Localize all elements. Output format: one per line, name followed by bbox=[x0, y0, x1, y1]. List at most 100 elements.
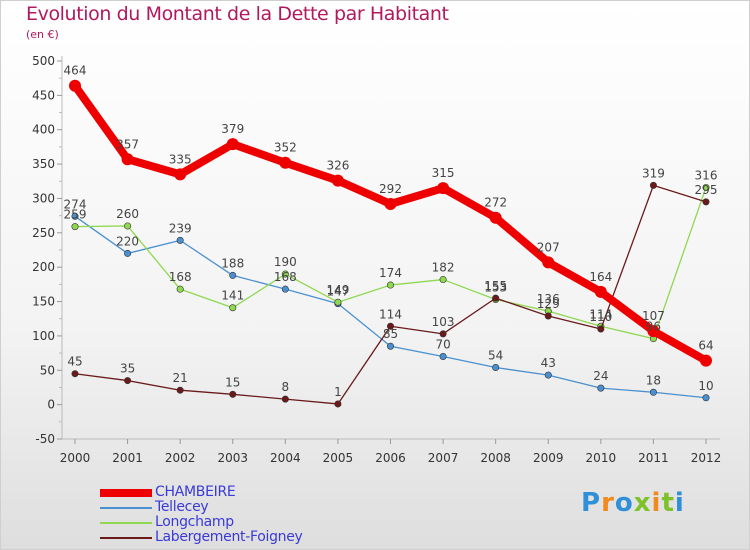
data-point bbox=[229, 304, 237, 312]
data-point bbox=[544, 371, 552, 379]
series-layer bbox=[69, 79, 712, 408]
legend-label: Labergement-Foigney bbox=[155, 529, 303, 545]
data-point bbox=[649, 388, 657, 396]
data-label: 147 bbox=[326, 285, 349, 299]
legend-label: Longchamp bbox=[155, 514, 234, 530]
data-label: 272 bbox=[484, 196, 507, 210]
data-point bbox=[594, 285, 607, 298]
y-tick-label: 300 bbox=[32, 191, 55, 205]
x-tick-label: 2009 bbox=[533, 451, 564, 465]
data-point bbox=[439, 330, 447, 338]
data-point bbox=[279, 156, 292, 169]
data-point bbox=[176, 285, 184, 293]
data-label: 260 bbox=[116, 207, 139, 221]
y-tick-label: 50 bbox=[40, 363, 55, 377]
data-point bbox=[69, 79, 81, 92]
data-label: 107 bbox=[642, 309, 665, 323]
data-label: 188 bbox=[221, 256, 244, 270]
logo-letter: r bbox=[601, 488, 615, 518]
x-tick-label: 2001 bbox=[112, 451, 143, 465]
data-label: 315 bbox=[432, 166, 455, 180]
data-label: 70 bbox=[435, 338, 450, 352]
data-label: 464 bbox=[64, 64, 87, 78]
y-tick-label: 0 bbox=[47, 398, 55, 412]
x-tick-label: 2010 bbox=[586, 451, 617, 465]
data-label: 295 bbox=[695, 183, 718, 197]
data-label: 24 bbox=[593, 369, 608, 383]
data-label: 1 bbox=[334, 385, 342, 399]
data-point bbox=[124, 222, 132, 230]
data-point bbox=[386, 342, 394, 350]
data-label: 259 bbox=[64, 208, 87, 222]
data-label: 239 bbox=[169, 221, 192, 235]
x-tick-label: 2003 bbox=[217, 451, 248, 465]
data-point bbox=[331, 174, 344, 187]
data-label: 182 bbox=[432, 261, 455, 275]
x-tick-label: 2008 bbox=[480, 451, 511, 465]
data-label: 190 bbox=[274, 255, 297, 269]
data-label: 96 bbox=[646, 320, 661, 334]
data-label: 174 bbox=[379, 266, 402, 280]
data-label: 136 bbox=[537, 292, 560, 306]
legend-item-3: Labergement-Foigney bbox=[100, 529, 400, 545]
data-point bbox=[281, 395, 289, 403]
data-label: 64 bbox=[698, 339, 713, 353]
data-point bbox=[702, 394, 710, 402]
data-point bbox=[71, 212, 79, 220]
data-point bbox=[281, 285, 289, 293]
data-point bbox=[226, 138, 239, 151]
data-point bbox=[489, 211, 502, 224]
data-point bbox=[544, 312, 552, 320]
data-point bbox=[384, 197, 397, 210]
legend-label: CHAMBEIRE bbox=[155, 484, 236, 500]
logo-letter: t bbox=[661, 488, 675, 518]
data-point bbox=[334, 400, 342, 408]
legend-label: Tellecey bbox=[155, 499, 209, 515]
data-point bbox=[439, 276, 447, 284]
series-line-3 bbox=[74, 184, 707, 405]
data-point bbox=[386, 281, 394, 289]
data-label: 114 bbox=[589, 307, 612, 321]
x-tick-label: 2004 bbox=[270, 451, 301, 465]
data-label: 164 bbox=[589, 270, 612, 284]
data-point bbox=[124, 249, 132, 257]
y-tick-label: 500 bbox=[32, 54, 55, 68]
logo-letter: o bbox=[614, 488, 634, 518]
data-label: 129 bbox=[537, 297, 560, 311]
data-label: 168 bbox=[274, 270, 297, 284]
data-label: 43 bbox=[541, 356, 556, 370]
x-tick-label: 2005 bbox=[323, 451, 354, 465]
x-tick-label: 2007 bbox=[428, 451, 459, 465]
data-point bbox=[229, 271, 237, 279]
data-label: 207 bbox=[537, 240, 560, 254]
data-point bbox=[174, 168, 187, 181]
data-point bbox=[437, 182, 450, 195]
x-tick-label: 2011 bbox=[638, 451, 669, 465]
legend-swatch bbox=[100, 507, 152, 509]
y-tick-label: 350 bbox=[32, 157, 55, 171]
data-label: 149 bbox=[326, 283, 349, 297]
legend-item-0: CHAMBEIRE bbox=[100, 484, 400, 500]
x-tick-label: 2012 bbox=[691, 451, 722, 465]
legend: CHAMBEIRE Tellecey Longchamp Labergement-Fo… bbox=[100, 484, 400, 545]
data-label: 54 bbox=[488, 349, 503, 363]
logo-letter: P bbox=[581, 488, 602, 518]
x-tick-label: 2002 bbox=[165, 451, 196, 465]
y-tick-label: 150 bbox=[32, 295, 55, 309]
data-label: 21 bbox=[173, 371, 188, 385]
data-point bbox=[281, 270, 289, 278]
data-point bbox=[439, 353, 447, 361]
legend-swatch bbox=[100, 522, 152, 524]
axes: -50 0 50 100 150 200 250 300 350 400 450 500 2000 200… bbox=[32, 54, 721, 465]
y-tick-label: 250 bbox=[32, 226, 55, 240]
y-tick-label: 100 bbox=[32, 329, 55, 343]
data-point bbox=[492, 364, 500, 372]
data-point bbox=[492, 294, 500, 302]
data-label: 168 bbox=[169, 270, 192, 284]
legend-item-2: Longchamp bbox=[100, 514, 400, 530]
data-point bbox=[121, 153, 134, 166]
data-label: 15 bbox=[225, 375, 240, 389]
data-point bbox=[647, 325, 660, 338]
